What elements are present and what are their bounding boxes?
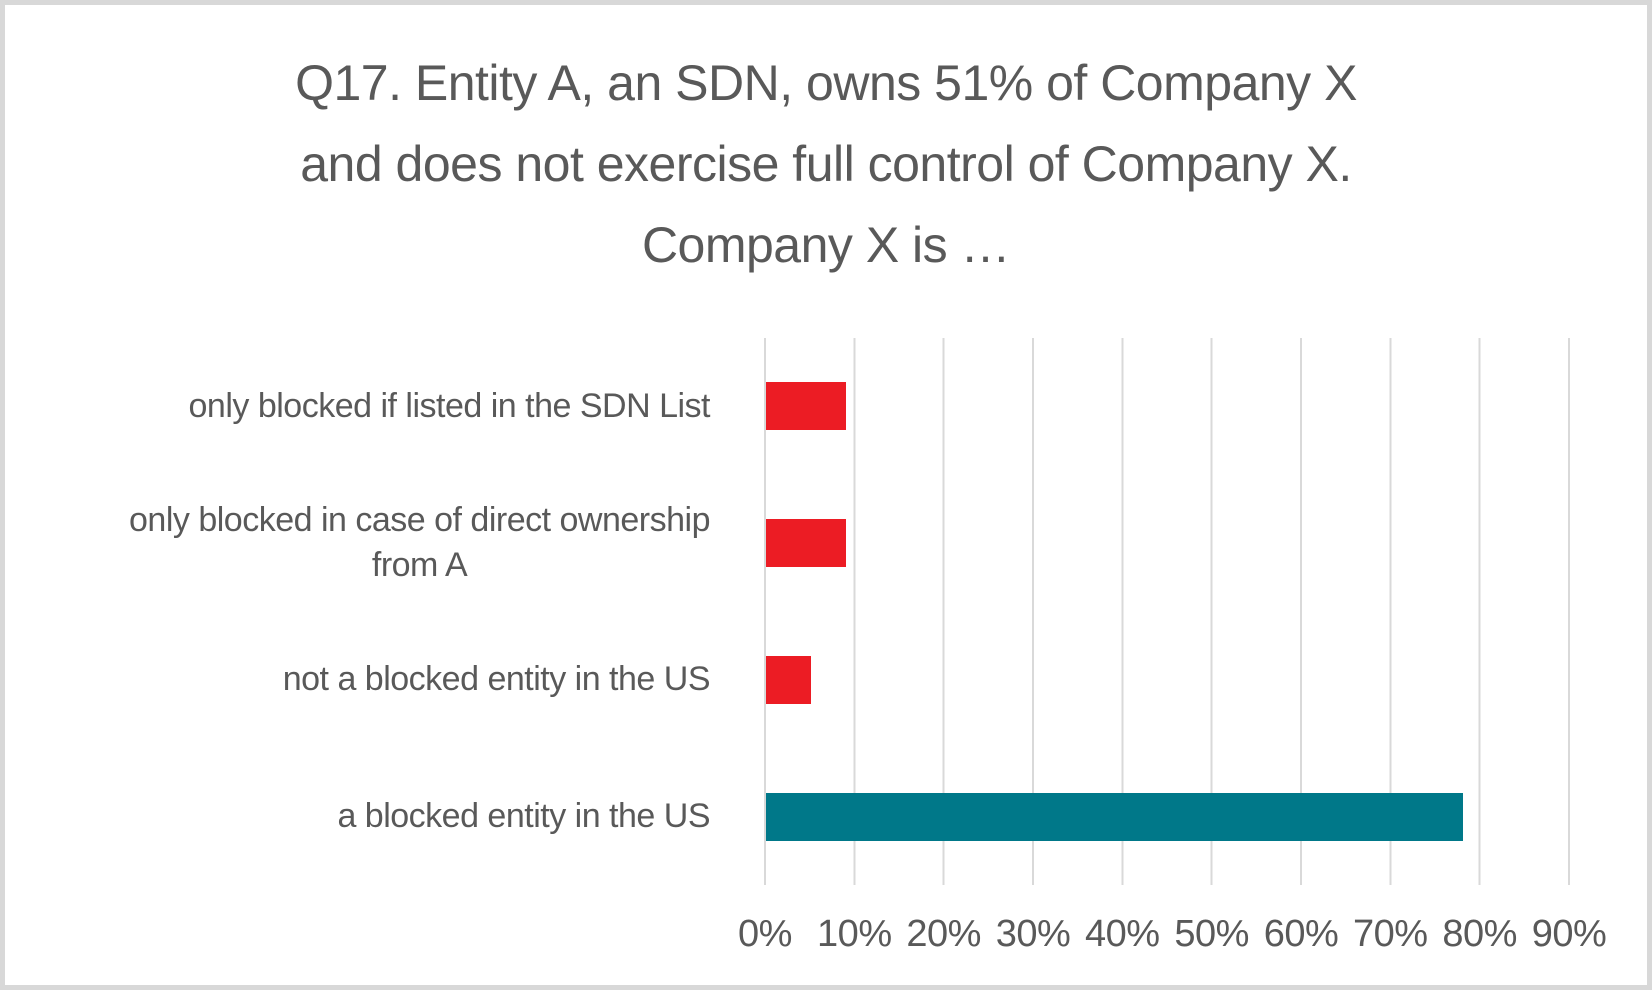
- x-tick-label-10: 10%: [817, 913, 892, 955]
- chart-title: Q17. Entity A, an SDN, owns 51% of Compa…: [5, 43, 1647, 286]
- chart-title-line-2: and does not exercise full control of Co…: [300, 136, 1352, 192]
- bar-not-blocked-entity: [766, 655, 811, 704]
- plot-area-with-gridlines: [764, 338, 1570, 885]
- bar-row: [766, 475, 1570, 612]
- chart-title-line-3: Company X is …: [641, 217, 1011, 273]
- bar-row: [766, 612, 1570, 749]
- x-axis: 0% 10% 20% 30% 40% 50% 60% 70% 80% 90%: [5, 913, 1652, 963]
- category-label-not-blocked-entity: not a blocked entity in the US: [282, 660, 711, 699]
- x-tick-label-70: 70%: [1353, 913, 1428, 955]
- x-tick-label-90: 90%: [1531, 913, 1607, 955]
- y-axis-category-labels: only blocked if listed in the SDN List o…: [35, 338, 711, 885]
- bar-blocked-entity: [766, 792, 1463, 841]
- x-tick-label-80: 80%: [1442, 913, 1517, 955]
- category-label-only-blocked-if-listed: only blocked if listed in the SDN List: [188, 386, 711, 425]
- bar-only-blocked-direct-ownership: [766, 519, 847, 568]
- x-tick-label-40: 40%: [1085, 913, 1160, 955]
- x-tick-label-20: 20%: [906, 913, 981, 955]
- category-label-row: only blocked in case of direct ownership…: [35, 475, 711, 612]
- category-label-only-blocked-direct-ownership: only blocked in case of direct ownership…: [129, 501, 711, 585]
- x-tick-label-30: 30%: [995, 913, 1071, 955]
- chart-title-line-1: Q17. Entity A, an SDN, owns 51% of Compa…: [295, 55, 1357, 111]
- category-label-row: only blocked if listed in the SDN List: [35, 338, 711, 475]
- bar-series: [766, 338, 1570, 885]
- bar-only-blocked-if-listed: [766, 382, 847, 431]
- category-label-row: not a blocked entity in the US: [35, 612, 711, 749]
- category-label-row: a blocked entity in the US: [35, 748, 710, 885]
- x-tick-label-0: 0%: [738, 913, 792, 955]
- bar-row: [766, 748, 1570, 885]
- bar-row: [766, 338, 1570, 475]
- x-tick-label-60: 60%: [1263, 913, 1339, 955]
- category-label-blocked-entity: a blocked entity in the US: [337, 797, 710, 836]
- x-tick-label-50: 50%: [1174, 913, 1249, 955]
